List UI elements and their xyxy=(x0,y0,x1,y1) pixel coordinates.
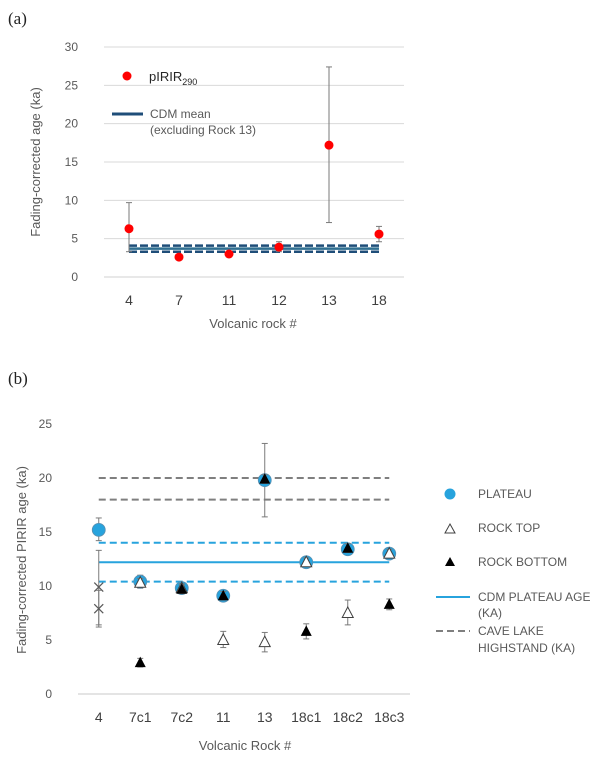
b-x-tick-labels: 4 7c1 7c2 11 13 18c1 18c2 18c3 xyxy=(95,709,405,725)
b-legend: PLATEAU ROCK TOP ROCK BOTTOM CDM PLATEAU… xyxy=(436,487,590,655)
b-x-tick-label: 13 xyxy=(257,709,273,725)
b-data-marks xyxy=(91,442,397,668)
b-legend-label-plateau: PLATEAU xyxy=(478,487,532,501)
b-x-tick-label: 18c1 xyxy=(291,709,322,725)
a-point-pirir xyxy=(374,229,384,239)
b-point-rock-bottom xyxy=(134,656,146,668)
b-point-rock-bottom xyxy=(259,473,271,484)
b-x-tick-label: 18c2 xyxy=(333,709,364,725)
b-x-axis-title: Volcanic Rock # xyxy=(199,738,292,753)
a-y-tick-label: 0 xyxy=(71,270,78,284)
a-x-tick-label: 18 xyxy=(371,292,387,308)
a-x-tick-label: 12 xyxy=(271,292,287,308)
a-point-pirir xyxy=(174,252,184,262)
b-legend-label-rock-bottom: ROCK BOTTOM xyxy=(478,555,567,569)
a-y-tick-label: 15 xyxy=(65,155,79,169)
b-y-tick-label: 0 xyxy=(45,687,52,701)
b-legend-label-cdm-plateau: CDM PLATEAU AGE xyxy=(478,590,590,604)
a-y-tick-label: 5 xyxy=(71,232,78,246)
a-x-tick-label: 13 xyxy=(321,292,337,308)
b-y-tick-labels: 0 5 10 15 20 25 xyxy=(39,417,53,701)
b-legend-label-cave-lake: CAVE LAKE xyxy=(478,624,544,638)
b-x-tick-label: 7c2 xyxy=(170,709,193,725)
b-y-tick-label: 15 xyxy=(39,525,53,539)
a-legend-label-cdm-note: (excluding Rock 13) xyxy=(150,123,256,137)
a-gridlines xyxy=(104,46,404,240)
a-point-pirir xyxy=(324,140,334,150)
a-reference-lines xyxy=(129,244,379,253)
b-legend-marker-rock-top xyxy=(444,522,456,534)
b-legend-label-cave-lake-unit: HIGHSTAND (KA) xyxy=(478,641,575,655)
a-y-tick-labels: 0 5 10 15 20 25 30 xyxy=(65,40,79,284)
panel-b-label: (b) xyxy=(8,369,28,388)
b-legend-label-rock-top: ROCK TOP xyxy=(478,521,540,535)
b-point-rock-top xyxy=(216,632,230,645)
a-y-tick-label: 20 xyxy=(65,117,79,131)
a-point-pirir xyxy=(274,242,284,252)
a-point-pirir xyxy=(224,249,234,259)
b-point-rock-top xyxy=(299,555,313,568)
a-y-tick-label: 25 xyxy=(65,78,79,92)
a-y-axis-title: Fading-corrected age (ka) xyxy=(28,87,43,237)
a-x-axis-title: Volcanic rock # xyxy=(209,316,297,331)
a-legend-label-cdm: CDM mean xyxy=(150,107,211,121)
b-point-rock-top xyxy=(133,575,147,588)
b-point-rock-bottom xyxy=(300,625,312,636)
b-point-x xyxy=(93,603,104,614)
a-data-marks xyxy=(124,66,384,262)
b-point-rock-bottom xyxy=(176,583,188,594)
b-legend-marker-plateau xyxy=(444,488,456,500)
a-x-tick-label: 11 xyxy=(222,292,237,308)
a-y-tick-label: 30 xyxy=(65,40,79,54)
chart-b: (b) 0 5 10 15 20 25 4 7c1 7c2 11 13 18c1 18c2 18c3 V… xyxy=(8,369,590,753)
a-x-tick-label: 4 xyxy=(125,292,133,308)
a-legend-marker-pirir xyxy=(122,71,132,81)
b-legend-label-cdm-plateau-unit: (KA) xyxy=(478,606,502,620)
chart-a: (a) 0 5 10 15 20 25 30 4 7 11 12 13 18 Volcanic roc… xyxy=(8,9,404,331)
b-y-tick-label: 25 xyxy=(39,417,53,431)
b-point-plateau xyxy=(91,522,106,537)
b-x-tick-label: 11 xyxy=(216,709,231,725)
a-y-tick-label: 10 xyxy=(65,193,79,207)
b-legend-marker-rock-bottom xyxy=(445,557,455,566)
b-reference-lines xyxy=(98,477,390,583)
b-point-rock-bottom xyxy=(383,598,395,609)
b-point-rock-bottom xyxy=(342,542,354,553)
b-y-tick-label: 5 xyxy=(45,633,52,647)
a-x-tick-label: 7 xyxy=(175,292,183,308)
b-point-rock-top xyxy=(382,546,396,559)
b-point-rock-bottom xyxy=(217,589,229,601)
b-x-tick-label: 18c3 xyxy=(374,709,405,725)
b-point-rock-top xyxy=(341,605,355,618)
b-point-rock-top xyxy=(258,635,272,648)
panel-a-label: (a) xyxy=(8,9,27,28)
a-legend-label-pirir: pIRIR290 xyxy=(149,69,197,87)
b-x-tick-label: 7c1 xyxy=(129,709,152,725)
a-legend: pIRIR290 CDM mean (excluding Rock 13) xyxy=(112,69,256,137)
b-y-tick-label: 10 xyxy=(39,579,53,593)
b-x-tick-label: 4 xyxy=(95,709,103,725)
b-y-tick-label: 20 xyxy=(39,471,53,485)
b-y-axis-title: Fading-corrected PIRIR age (ka) xyxy=(14,466,29,654)
a-point-pirir xyxy=(124,224,134,234)
a-x-tick-labels: 4 7 11 12 13 18 xyxy=(125,292,387,308)
